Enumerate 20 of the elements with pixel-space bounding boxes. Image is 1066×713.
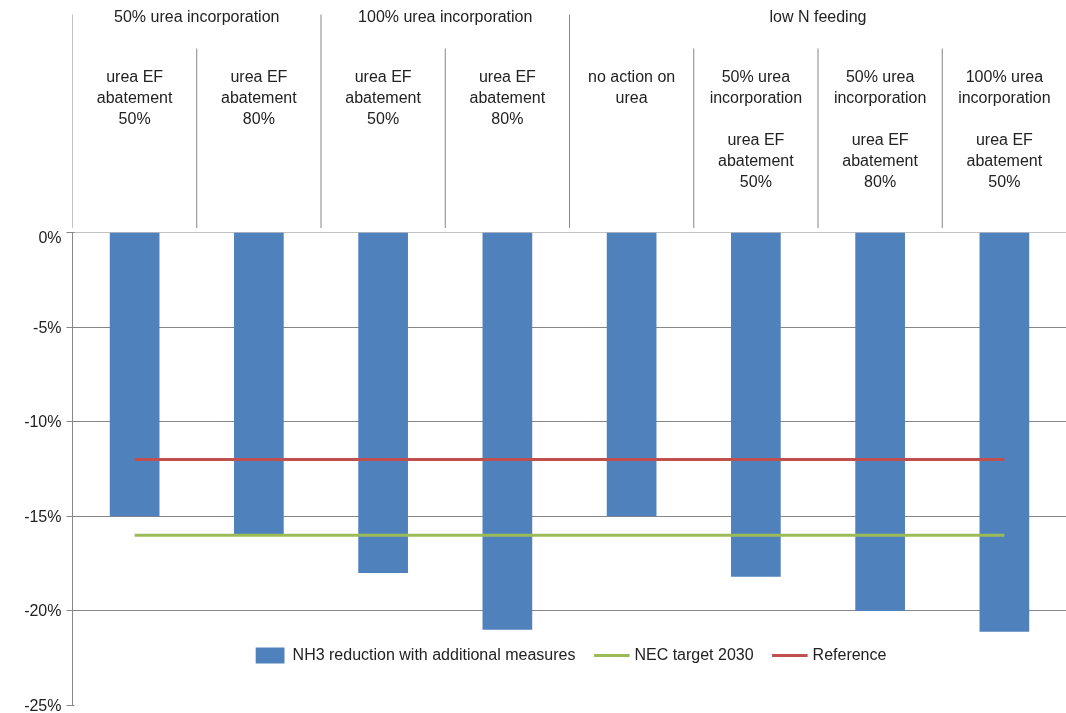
y-tick-label: -15%	[24, 507, 62, 525]
y-tick-label: -5%	[33, 318, 62, 336]
text: low N feeding	[769, 8, 867, 25]
y-tick-label: -20%	[24, 602, 62, 620]
category-label: 50% urea incorporation urea EF abatement 80%	[833, 68, 927, 190]
legend-label: NEC target 2030	[634, 646, 754, 664]
legend-label: Reference	[812, 646, 887, 664]
category-label: 50% urea incorporation urea EF abatement 50%	[709, 68, 803, 190]
category-label: 100% urea incorporation urea EF abatement 50%	[958, 68, 1051, 190]
x-tick-label: urea EF abatement 50%	[345, 68, 422, 127]
y-tick-label: 0%	[38, 228, 62, 246]
text: 100% urea incorporation	[358, 8, 533, 25]
y-tick-label: -10%	[24, 413, 62, 431]
legend-label: NH3 reduction with additional measures	[292, 646, 576, 664]
text: 50% urea incorporation	[114, 8, 280, 25]
x-tick-label: urea EF abatement 50%	[96, 68, 173, 127]
x-tick-label: no action on urea	[588, 68, 676, 106]
x-tick-label: urea EF abatement 80%	[221, 68, 298, 127]
y-tick-label: -25%	[24, 696, 62, 713]
x-tick-label: urea EF abatement 80%	[469, 68, 546, 127]
